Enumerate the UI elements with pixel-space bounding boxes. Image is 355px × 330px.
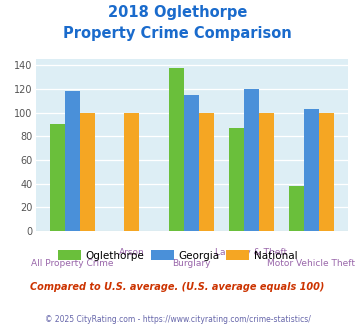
Bar bbox=[304, 109, 319, 231]
Bar bbox=[259, 113, 274, 231]
Bar bbox=[199, 113, 214, 231]
Text: All Property Crime: All Property Crime bbox=[31, 259, 113, 268]
Bar bbox=[319, 113, 334, 231]
Legend: Oglethorpe, Georgia, National: Oglethorpe, Georgia, National bbox=[54, 246, 301, 265]
Text: 2018 Oglethorpe: 2018 Oglethorpe bbox=[108, 5, 247, 20]
Text: Motor Vehicle Theft: Motor Vehicle Theft bbox=[267, 259, 355, 268]
Bar bbox=[184, 95, 199, 231]
Bar bbox=[169, 68, 184, 231]
Text: Arson: Arson bbox=[119, 248, 145, 256]
Text: Property Crime Comparison: Property Crime Comparison bbox=[63, 26, 292, 41]
Text: Larceny & Theft: Larceny & Theft bbox=[215, 248, 288, 256]
Text: Compared to U.S. average. (U.S. average equals 100): Compared to U.S. average. (U.S. average … bbox=[30, 282, 325, 292]
Bar bbox=[244, 89, 259, 231]
Bar bbox=[80, 113, 94, 231]
Bar bbox=[289, 186, 304, 231]
Bar bbox=[229, 128, 244, 231]
Bar bbox=[125, 113, 140, 231]
Text: Burglary: Burglary bbox=[173, 259, 211, 268]
Bar bbox=[65, 91, 80, 231]
Bar bbox=[50, 124, 65, 231]
Text: © 2025 CityRating.com - https://www.cityrating.com/crime-statistics/: © 2025 CityRating.com - https://www.city… bbox=[45, 315, 310, 324]
